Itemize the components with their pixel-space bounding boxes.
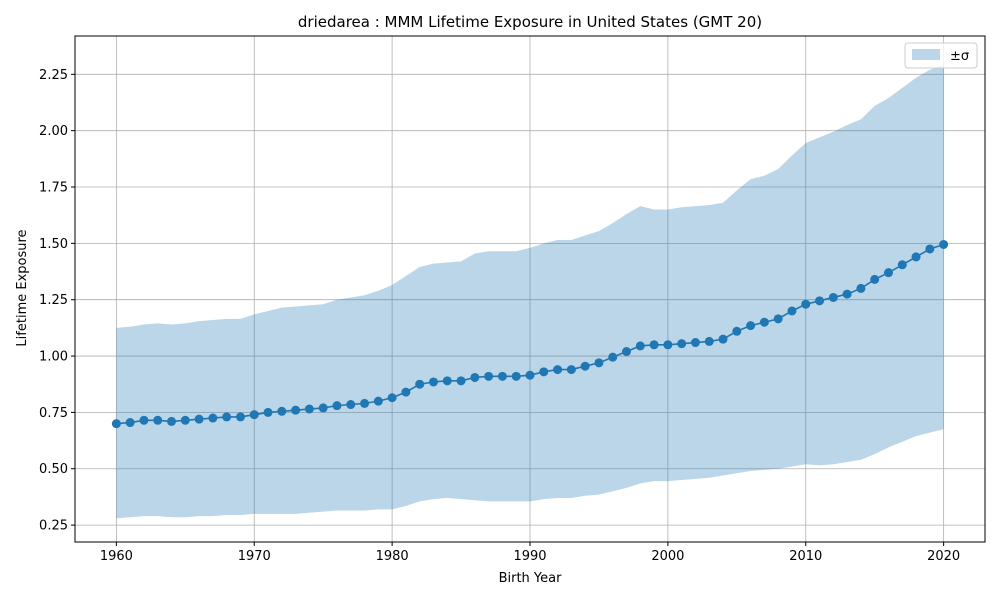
data-point xyxy=(635,341,645,351)
data-point xyxy=(690,338,700,348)
series-points-layer xyxy=(111,239,949,429)
data-point xyxy=(773,314,783,324)
data-point xyxy=(428,377,438,387)
y-axis-label: Lifetime Exposure xyxy=(15,229,30,346)
data-point xyxy=(194,414,204,424)
legend-swatch-band xyxy=(912,49,940,60)
y-tick-label: 1.25 xyxy=(39,293,68,308)
data-point xyxy=(470,372,480,382)
data-point xyxy=(180,415,190,425)
data-point xyxy=(594,358,604,368)
data-point xyxy=(304,404,314,414)
y-tick-label: 0.50 xyxy=(39,462,68,477)
data-point xyxy=(208,413,218,423)
data-point xyxy=(939,239,949,249)
y-tick-label: 1.00 xyxy=(39,350,68,365)
x-tick-label: 1970 xyxy=(238,549,271,564)
grid-lines xyxy=(75,36,985,542)
data-point xyxy=(539,367,549,377)
data-point xyxy=(167,416,177,426)
x-tick-label: 2020 xyxy=(927,549,960,564)
data-point xyxy=(622,347,632,357)
y-tick-label: 2.25 xyxy=(39,68,68,83)
data-point xyxy=(759,317,769,327)
data-point xyxy=(787,306,797,316)
data-point xyxy=(525,370,535,380)
data-point xyxy=(153,415,163,425)
y-tick-label: 1.50 xyxy=(39,237,68,252)
data-point xyxy=(373,396,383,406)
data-point xyxy=(332,401,342,411)
legend-label-band: ±σ xyxy=(950,49,969,64)
x-tick-label: 1990 xyxy=(513,549,546,564)
data-point xyxy=(401,387,411,397)
x-tick-label: 2000 xyxy=(651,549,684,564)
data-point xyxy=(249,410,259,420)
data-point xyxy=(222,412,232,422)
data-point xyxy=(111,419,121,429)
data-point xyxy=(318,403,328,413)
data-point xyxy=(897,260,907,270)
data-point xyxy=(815,296,825,306)
data-point xyxy=(263,407,273,417)
x-tick-label: 1960 xyxy=(100,549,133,564)
data-point xyxy=(828,292,838,302)
data-point xyxy=(442,376,452,386)
data-point xyxy=(497,371,507,381)
data-point xyxy=(718,334,728,344)
data-point xyxy=(566,365,576,375)
data-point xyxy=(387,393,397,403)
data-point xyxy=(663,340,673,350)
data-point xyxy=(553,365,563,375)
data-point xyxy=(732,326,742,336)
data-point xyxy=(511,371,521,381)
data-point xyxy=(842,289,852,299)
data-point xyxy=(139,415,149,425)
data-point xyxy=(580,361,590,371)
data-point xyxy=(346,400,356,410)
x-axis-label: Birth Year xyxy=(499,571,563,586)
y-tick-label: 1.75 xyxy=(39,181,68,196)
data-point xyxy=(870,274,880,284)
data-point xyxy=(608,352,618,362)
data-point xyxy=(925,244,935,254)
data-point xyxy=(235,412,245,422)
y-tick-label: 2.00 xyxy=(39,124,68,139)
data-point xyxy=(704,336,714,346)
x-axis-ticks: 1960 1970 1980 1990 2000 2010 2020 xyxy=(100,542,960,564)
data-point xyxy=(801,299,811,309)
data-point xyxy=(484,371,494,381)
data-point xyxy=(883,268,893,278)
chart-title: driedarea : MMM Lifetime Exposure in Uni… xyxy=(298,13,762,31)
data-point xyxy=(415,379,425,389)
data-point xyxy=(360,398,370,408)
data-point xyxy=(911,252,921,262)
data-point xyxy=(649,340,659,350)
legend-box xyxy=(904,42,978,69)
y-tick-label: 0.25 xyxy=(39,519,68,534)
x-tick-label: 1980 xyxy=(376,549,409,564)
data-point xyxy=(291,405,301,415)
y-axis-ticks: 0.25 0.50 0.75 1.00 1.25 1.50 1.75 2.00 2.25 xyxy=(39,68,75,534)
y-tick-label: 0.75 xyxy=(39,406,68,421)
data-point xyxy=(677,339,687,349)
data-point xyxy=(456,376,466,386)
x-tick-label: 2010 xyxy=(789,549,822,564)
data-point xyxy=(856,283,866,293)
data-point xyxy=(277,406,287,416)
data-point xyxy=(125,418,135,428)
data-point xyxy=(746,321,756,331)
legend: ±σ xyxy=(904,42,978,69)
